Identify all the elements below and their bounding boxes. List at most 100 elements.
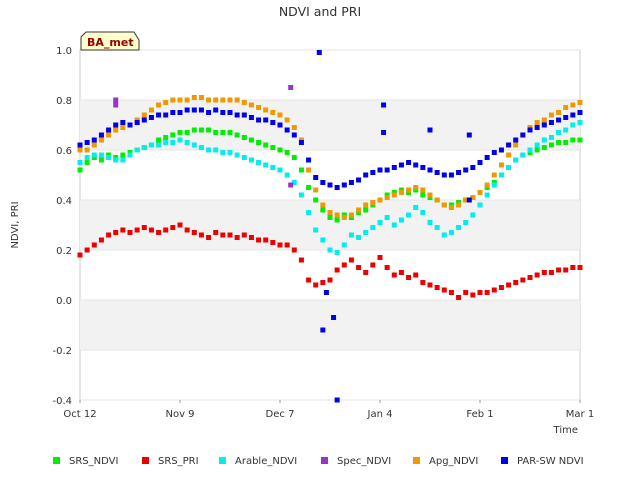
data-point <box>498 172 504 178</box>
data-point <box>77 160 83 165</box>
data-point <box>456 202 462 208</box>
data-point <box>406 160 412 165</box>
data-point <box>320 180 326 185</box>
data-point <box>563 105 569 110</box>
data-point <box>248 157 254 163</box>
data-point <box>248 102 254 108</box>
data-point <box>563 140 569 145</box>
data-point <box>556 267 562 273</box>
data-point <box>177 97 183 103</box>
data-point <box>113 157 119 163</box>
data-point <box>427 167 433 173</box>
badge-shape <box>80 31 140 51</box>
data-point <box>377 220 383 225</box>
data-point <box>248 115 254 120</box>
data-point <box>106 232 112 238</box>
data-point <box>470 165 476 170</box>
data-point <box>384 265 390 270</box>
data-point <box>563 267 569 273</box>
data-point <box>541 270 547 275</box>
data-point <box>463 197 469 203</box>
data-point <box>288 85 294 90</box>
station-badge: BA_met <box>80 31 140 51</box>
data-point <box>398 270 404 275</box>
data-point <box>448 172 454 178</box>
data-point <box>263 162 269 168</box>
data-point <box>277 242 283 248</box>
series-arable-ndvi <box>77 120 583 255</box>
data-point <box>313 175 319 180</box>
y-tick-label: 0.8 <box>56 96 72 107</box>
data-point <box>206 97 212 103</box>
data-point <box>381 130 387 135</box>
data-point <box>377 167 383 173</box>
data-point <box>177 110 183 115</box>
data-point <box>527 275 533 280</box>
data-point <box>227 97 233 103</box>
data-point <box>291 132 297 138</box>
data-point <box>306 210 312 215</box>
data-point <box>184 130 190 135</box>
data-point <box>513 142 519 148</box>
data-point <box>241 112 247 118</box>
series-spec-ndvi <box>113 85 294 188</box>
grid-band <box>80 100 580 150</box>
data-point <box>127 152 133 158</box>
data-point <box>256 140 262 145</box>
data-point <box>406 187 412 193</box>
data-point <box>248 235 254 240</box>
data-point <box>191 127 197 133</box>
data-point <box>277 122 283 128</box>
data-point <box>106 127 112 133</box>
data-point <box>577 100 583 105</box>
data-point <box>498 285 504 290</box>
data-point <box>206 147 212 153</box>
data-point <box>334 250 340 255</box>
data-point <box>448 230 454 235</box>
data-point <box>381 102 387 108</box>
data-point <box>198 145 204 150</box>
data-point <box>106 132 112 138</box>
data-point <box>427 220 433 225</box>
data-point <box>334 267 340 273</box>
data-point <box>98 152 104 158</box>
data-point <box>127 230 133 235</box>
data-point <box>256 105 262 110</box>
data-point <box>270 120 276 125</box>
data-point <box>184 97 190 103</box>
data-point <box>177 137 183 143</box>
data-point <box>213 230 219 235</box>
data-point <box>413 185 419 190</box>
data-point <box>498 162 504 168</box>
data-point <box>463 167 469 173</box>
data-point <box>434 170 440 175</box>
data-point <box>241 100 247 105</box>
data-point <box>320 327 326 333</box>
data-point <box>491 182 497 188</box>
data-point <box>356 207 362 213</box>
data-point <box>527 127 533 133</box>
data-point <box>213 147 219 153</box>
data-point <box>463 220 469 225</box>
data-point <box>156 230 162 235</box>
data-point <box>227 150 233 155</box>
y-tick-label: 0.4 <box>56 196 72 207</box>
data-point <box>148 115 154 120</box>
data-point <box>191 142 197 148</box>
data-point <box>420 192 426 198</box>
data-point <box>356 265 362 270</box>
data-point <box>491 172 497 178</box>
data-point <box>534 125 540 130</box>
data-point <box>248 137 254 143</box>
data-point <box>163 227 169 233</box>
data-point <box>98 132 104 138</box>
data-point <box>220 130 226 135</box>
data-point <box>520 277 526 283</box>
data-point <box>434 285 440 290</box>
data-point <box>270 110 276 115</box>
data-point <box>284 117 290 123</box>
data-point <box>263 117 269 123</box>
data-point <box>234 132 240 138</box>
legend-swatch <box>321 457 328 464</box>
data-point <box>427 282 433 288</box>
